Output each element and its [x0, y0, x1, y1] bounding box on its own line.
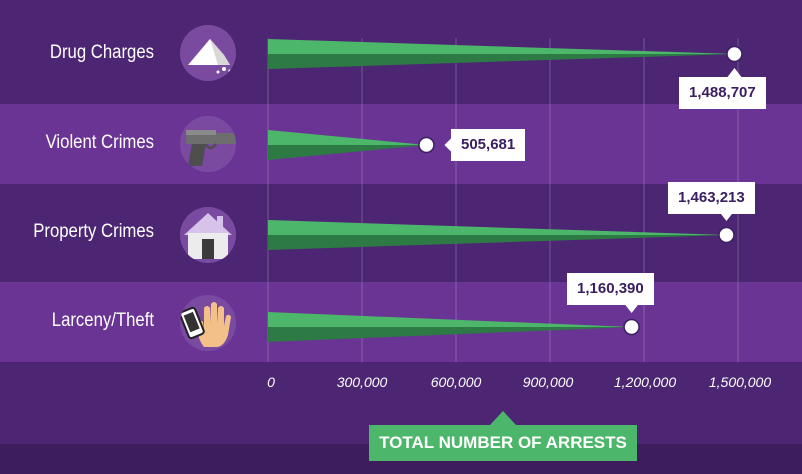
- x-tick-label: 900,000: [522, 374, 574, 390]
- bar-shadow-larceny-theft: [268, 327, 632, 342]
- value-label-pointer: [727, 68, 742, 77]
- category-label-property-crimes: Property Crimes: [33, 221, 154, 242]
- bar-end-marker: [623, 318, 640, 336]
- handgun-icon: [180, 116, 236, 172]
- bar-violent-crimes: [268, 130, 427, 145]
- bar-larceny-theft: [268, 312, 632, 327]
- x-axis-title: TOTAL NUMBER OF ARRESTS: [369, 425, 637, 461]
- axis-title-notch: [490, 411, 516, 425]
- bar-end-marker: [718, 226, 735, 244]
- bar-shadow-property-crimes: [268, 235, 727, 250]
- house-icon: [180, 207, 236, 263]
- value-label-pointer: [719, 212, 734, 221]
- value-label-drug-charges: 1,488,707: [679, 77, 766, 109]
- phone-in-hand-icon: [180, 295, 236, 351]
- value-label-larceny-theft: 1,160,390: [567, 273, 654, 305]
- category-label-drug-charges: Drug Charges: [49, 42, 154, 63]
- x-tick-label: 1,500,000: [708, 374, 772, 390]
- x-tick-label: 0: [267, 374, 275, 390]
- category-label-violent-crimes: Violent Crimes: [45, 132, 154, 153]
- x-tick-label: 1,200,000: [613, 374, 677, 390]
- bar-shadow-drug-charges: [268, 54, 735, 69]
- x-tick-label: 300,000: [336, 374, 388, 390]
- x-tick-label: 600,000: [430, 374, 482, 390]
- category-label-larceny-theft: Larceny/Theft: [51, 310, 154, 331]
- bar-drug-charges: [268, 39, 735, 54]
- value-label-pointer: [624, 304, 639, 313]
- bar-shadow-violent-crimes: [268, 145, 427, 160]
- value-label-pointer: [444, 137, 453, 153]
- bar-property-crimes: [268, 220, 727, 235]
- value-label-violent-crimes: 505,681: [451, 129, 526, 161]
- value-label-property-crimes: 1,463,213: [668, 182, 755, 214]
- powder-pile-icon: [180, 25, 236, 81]
- bar-end-marker: [418, 136, 435, 154]
- bar-end-marker: [726, 45, 743, 63]
